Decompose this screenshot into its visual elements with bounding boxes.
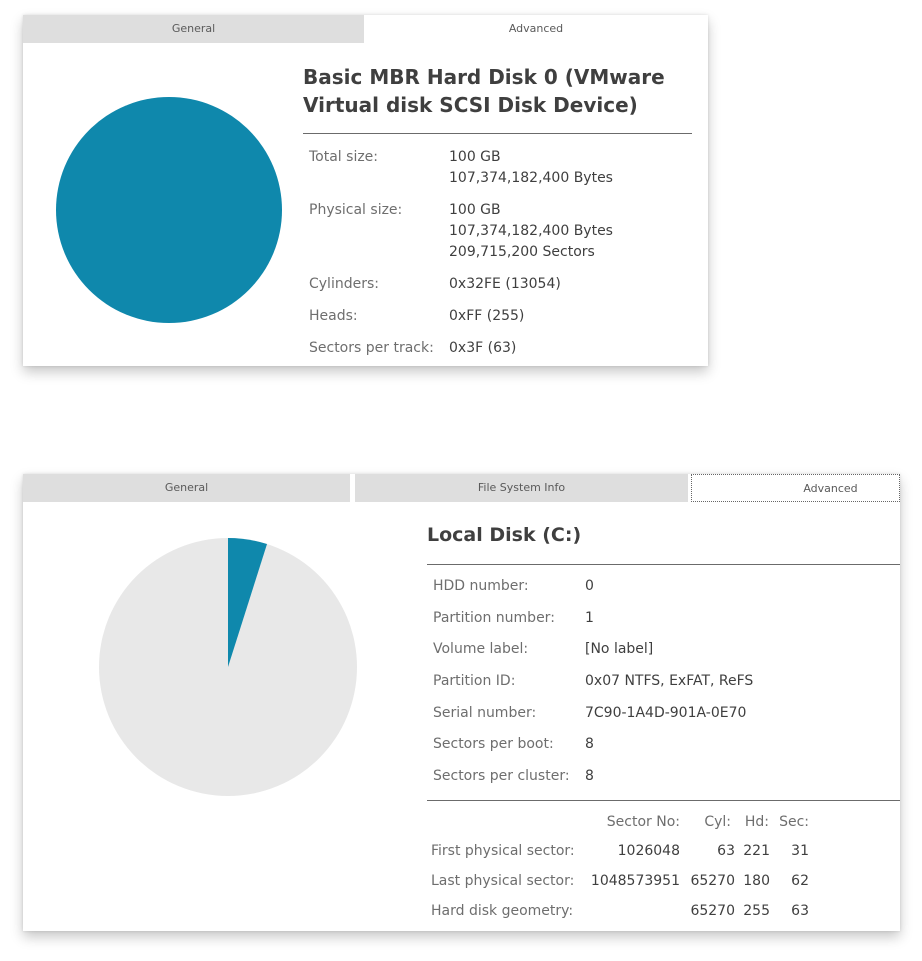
sectors-per-cluster-label: Sectors per cluster: (433, 768, 570, 784)
last-cyl: 65270 (690, 873, 735, 889)
partition-id-label: Partition ID: (433, 673, 516, 689)
sectors-per-cluster-value: 8 (585, 768, 594, 784)
first-physical-sector-label: First physical sector: (431, 843, 575, 859)
last-sec: 62 (791, 873, 809, 889)
physical-size-gb: 100 GB (449, 202, 501, 218)
cylinders-label: Cylinders: (309, 276, 379, 292)
sectors-per-boot-value: 8 (585, 736, 594, 752)
pie-used-slice (228, 538, 268, 667)
hdd-number-label: HDD number: (433, 578, 529, 594)
pie-free-slice (56, 97, 282, 323)
tab-file-system-info[interactable]: File System Info (355, 474, 688, 502)
total-size-bytes: 107,374,182,400 Bytes (449, 170, 613, 186)
partition-properties-panel: General File System Info Advanced Local … (23, 474, 900, 931)
geometry-sec: 63 (791, 903, 809, 919)
hard-disk-geometry-label: Hard disk geometry: (431, 903, 574, 919)
tab-general[interactable]: General (23, 474, 350, 502)
volume-label-value: [No label] (585, 641, 654, 657)
physical-size-label: Physical size: (309, 202, 403, 218)
geometry-hd: 255 (743, 903, 770, 919)
total-size-gb: 100 GB (449, 149, 501, 165)
partition-number-label: Partition number: (433, 610, 555, 626)
heads-value: 0xFF (255) (449, 308, 525, 324)
first-sector-no: 1026048 (617, 843, 680, 859)
total-size-label: Total size: (309, 149, 379, 165)
first-hd: 221 (743, 843, 770, 859)
header-sector-no: Sector No: (606, 814, 680, 830)
last-physical-sector-label: Last physical sector: (431, 873, 575, 889)
header-hd: Hd: (744, 814, 769, 830)
partition-id-value: 0x07 NTFS, ExFAT, ReFS (585, 673, 754, 689)
sectors-per-track-value: 0x3F (63) (449, 340, 517, 356)
sectors-per-boot-label: Sectors per boot: (433, 736, 554, 752)
title-line-2: Virtual disk SCSI Disk Device) (303, 93, 638, 117)
title-divider (303, 133, 692, 134)
serial-number-value: 7C90-1A4D-901A-0E70 (585, 705, 747, 721)
serial-number-label: Serial number: (433, 705, 537, 721)
title-line-1: Basic MBR Hard Disk 0 (VMware (303, 65, 665, 89)
geometry-divider (427, 800, 900, 801)
heads-label: Heads: (309, 308, 358, 324)
tab-general[interactable]: General (23, 15, 364, 43)
volume-label-label: Volume label: (433, 641, 529, 657)
last-hd: 180 (743, 873, 770, 889)
page-title: Local Disk (C:) (427, 524, 582, 546)
first-sec: 31 (791, 843, 809, 859)
physical-size-bytes: 107,374,182,400 Bytes (449, 223, 613, 239)
hdd-number-value: 0 (585, 578, 594, 594)
page-title: Basic MBR Hard Disk 0 (VMware Virtual di… (303, 63, 665, 119)
partition-number-value: 1 (585, 610, 594, 626)
sectors-per-track-label: Sectors per track: (309, 340, 434, 356)
header-sec: Sec: (779, 814, 809, 830)
first-cyl: 63 (717, 843, 735, 859)
cylinders-value: 0x32FE (13054) (449, 276, 561, 292)
disk-properties-panel: General Advanced Basic MBR Hard Disk 0 (… (23, 15, 708, 366)
geometry-cyl: 65270 (690, 903, 735, 919)
partition-usage-pie-chart (99, 538, 357, 796)
header-cyl: Cyl: (704, 814, 731, 830)
disk-usage-pie-chart (56, 97, 282, 323)
last-sector-no: 1048573951 (590, 873, 680, 889)
tab-advanced[interactable]: Advanced (691, 474, 900, 502)
title-divider (427, 564, 900, 565)
tab-advanced[interactable]: Advanced (364, 15, 708, 43)
physical-size-sectors: 209,715,200 Sectors (449, 244, 595, 260)
